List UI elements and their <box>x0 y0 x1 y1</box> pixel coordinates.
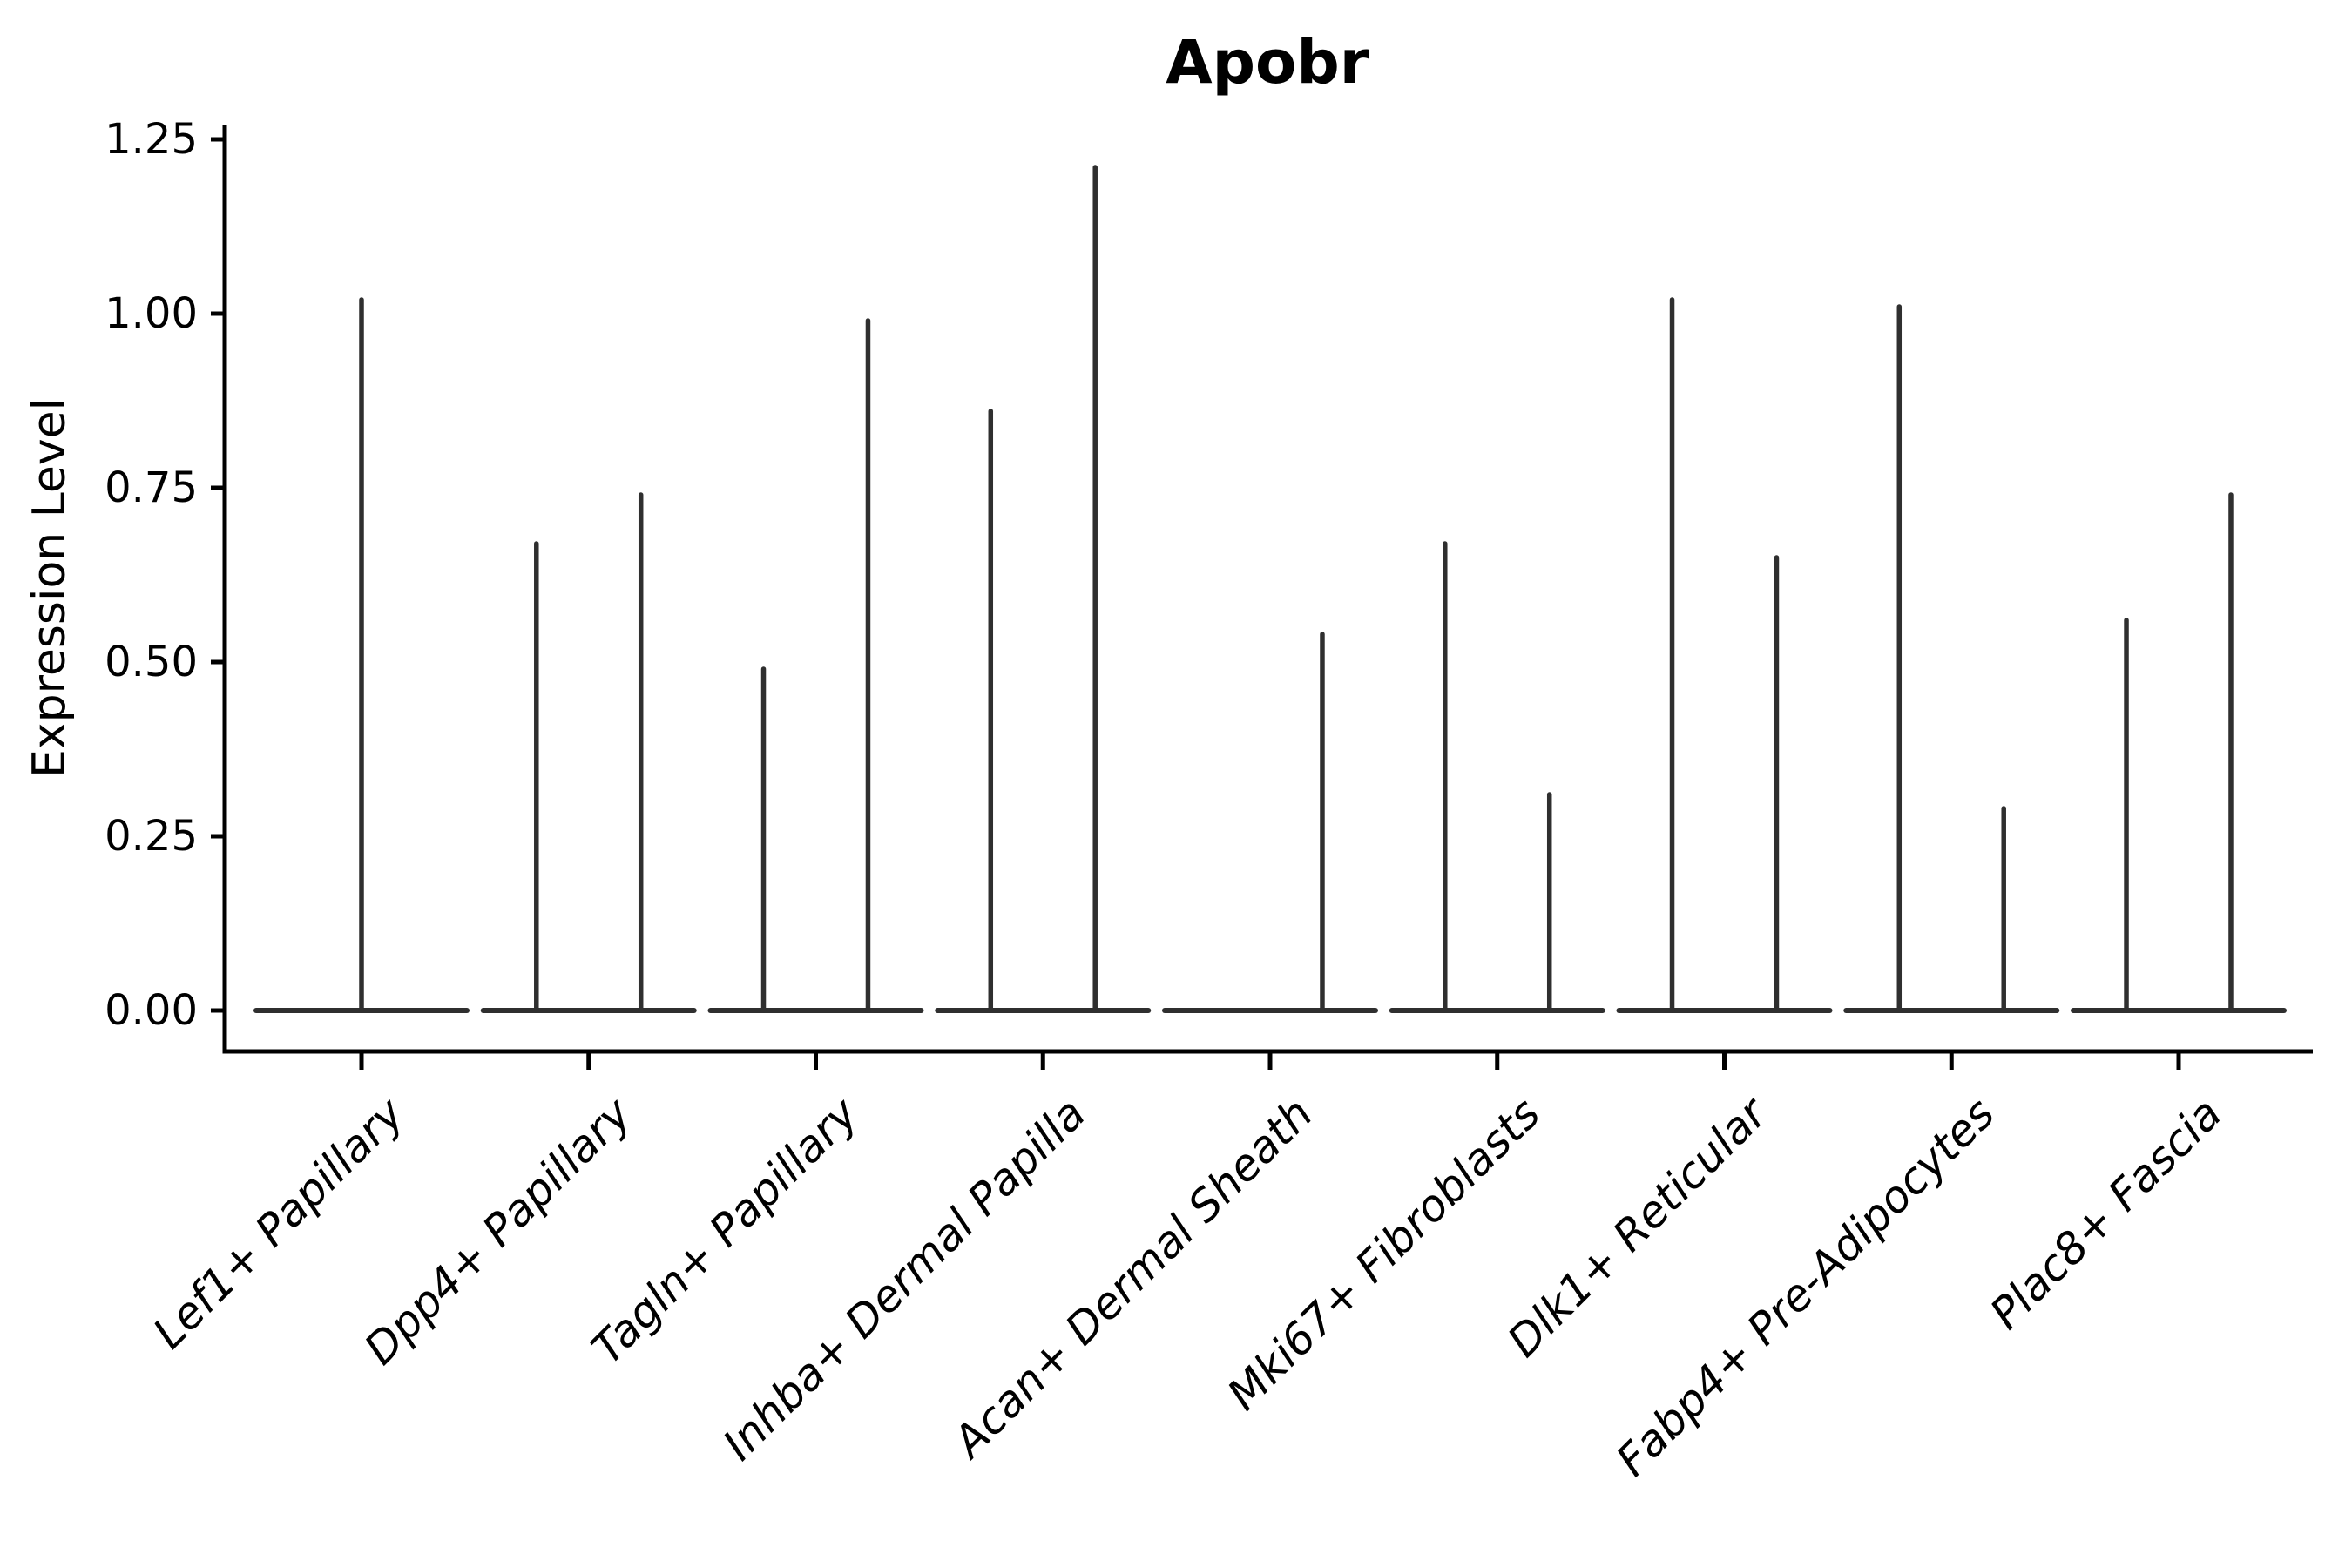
y-axis-label: Expression Level <box>24 397 76 779</box>
y-tick-label: 1.00 <box>105 289 198 338</box>
chart-title: Apobr <box>1166 28 1369 98</box>
y-tick-label: 0.25 <box>105 812 198 861</box>
y-tick-label: 0.00 <box>105 986 198 1035</box>
y-tick-label: 1.25 <box>105 115 198 164</box>
y-tick-label: 0.50 <box>105 638 198 686</box>
y-tick-label: 0.75 <box>105 463 198 512</box>
